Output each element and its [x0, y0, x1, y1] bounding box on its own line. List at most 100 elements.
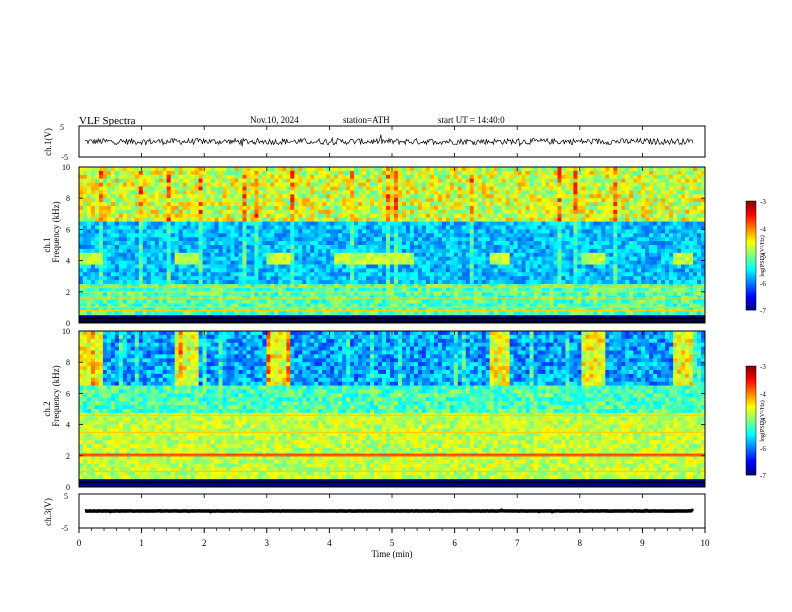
spectrogram-cell: [278, 307, 283, 312]
spectrogram-cell: [182, 241, 187, 246]
spectrogram-cell: [513, 299, 518, 304]
spectrogram-cell: [453, 194, 459, 199]
spectrogram-cell: [366, 303, 371, 308]
spectrogram-cell: [226, 303, 231, 308]
spectrogram-cell: [513, 256, 518, 261]
spectrogram-cell: [401, 287, 407, 293]
spectrogram-cell: [254, 299, 259, 304]
spectrogram-cell: [266, 221, 271, 226]
spectrogram-cell: [250, 307, 255, 312]
spectrogram-cell: [214, 311, 219, 316]
spectrogram-cell: [565, 170, 570, 176]
spectrogram-cell: [342, 174, 347, 179]
spectrogram-cell: [258, 284, 263, 289]
spectrogram-cell: [409, 299, 415, 304]
spectrogram-cell: [386, 198, 391, 203]
spectrogram-cell: [82, 264, 88, 269]
spectrogram-cell: [170, 299, 175, 304]
spectrogram-cell: [186, 209, 191, 215]
spectrogram-cell: [461, 260, 467, 265]
spectrogram-cell: [501, 237, 506, 242]
spectrogram-cell: [497, 167, 502, 172]
spectrogram-cell: [569, 303, 574, 308]
spectrogram-cell: [106, 311, 112, 316]
spectrogram-cell: [342, 315, 347, 320]
spectrogram-cell: [218, 307, 223, 312]
spectrogram-cell: [170, 209, 175, 215]
spectrogram-cell: [509, 217, 514, 222]
spectrogram-cell: [274, 198, 279, 203]
spectrogram-cell: [529, 272, 534, 277]
spectrogram-cell: [370, 233, 375, 238]
spectrogram-cell: [481, 167, 486, 172]
spectrogram-cell: [457, 315, 463, 320]
spectrogram-cell: [457, 248, 463, 254]
spectrogram-cell: [242, 202, 247, 207]
spectrogram-cell: [469, 280, 475, 285]
spectrogram-cell: [501, 186, 506, 191]
spectrogram-cell: [405, 194, 411, 199]
spectrogram-cell: [342, 225, 347, 230]
spectrogram-cell: [533, 248, 538, 254]
spectrogram-cell: [473, 206, 479, 211]
spectrogram-cell: [362, 264, 367, 269]
spectrogram-cell: [194, 264, 199, 269]
spectrogram-cell: [437, 190, 443, 195]
spectrogram-cell: [166, 198, 172, 203]
spectrogram-cell: [529, 268, 534, 273]
spectrogram-cell: [545, 299, 550, 304]
spectrogram-cell: [529, 248, 534, 254]
spectrogram-cell: [453, 252, 459, 257]
spectrogram-cell: [386, 252, 391, 257]
spectrogram-cell: [350, 190, 355, 195]
spectrogram-cell: [170, 256, 175, 261]
spectrogram-cell: [118, 260, 124, 265]
spectrogram-cell: [262, 284, 267, 289]
spectrogram-cell: [162, 264, 168, 269]
spectrogram-cell: [537, 315, 542, 320]
spectrogram-cell: [346, 315, 351, 320]
spectrogram-cell: [102, 252, 108, 257]
spectrogram-cell: [457, 268, 463, 273]
spectrogram-cell: [326, 229, 331, 234]
spectrogram-cell: [278, 194, 283, 199]
spectrogram-cell: [79, 303, 84, 308]
spectrogram-cell: [358, 272, 363, 277]
spectrogram-cell: [142, 315, 148, 320]
spectrogram-cell: [258, 170, 263, 176]
spectrogram-cell: [378, 280, 383, 285]
spectrogram-cell: [541, 233, 546, 238]
spectrogram-cell: [513, 202, 518, 207]
spectrogram-cell: [382, 284, 387, 289]
spectrogram-cell: [146, 237, 152, 242]
spectrogram-cell: [549, 229, 554, 234]
spectrogram-cell: [154, 256, 160, 261]
spectrogram-cell: [386, 291, 391, 296]
spectrogram-cell: [122, 174, 128, 179]
spectrogram-cell: [461, 182, 467, 187]
spectrogram-cell: [110, 272, 116, 277]
spectrogram-cell: [94, 174, 100, 179]
spectrogram-cell: [429, 272, 435, 277]
spectrogram-cell: [102, 256, 108, 261]
spectrogram-cell: [130, 280, 136, 285]
spectrogram-cell: [346, 221, 351, 226]
spectrogram-cell: [98, 174, 104, 179]
spectrogram-cell: [206, 194, 211, 199]
spectrogram-cell: [465, 245, 471, 250]
spectrogram-cell: [505, 194, 510, 199]
spectrogram-cell: [218, 209, 223, 215]
spectrogram-cell: [378, 241, 383, 246]
spectrogram-cell: [214, 202, 219, 207]
spectrogram-cell: [202, 280, 207, 285]
spectrogram-cell: [210, 315, 215, 320]
spectrogram-cell: [262, 167, 267, 172]
spectrogram-cell: [445, 252, 451, 257]
spectrogram-cell: [302, 252, 307, 257]
spectrogram-cell: [302, 237, 307, 242]
spectrogram-cell: [437, 233, 443, 238]
spectrogram-cell: [158, 248, 164, 254]
spectrogram-cell: [310, 206, 315, 211]
spectrogram-cell: [346, 190, 351, 195]
spectrogram-cell: [409, 186, 415, 191]
